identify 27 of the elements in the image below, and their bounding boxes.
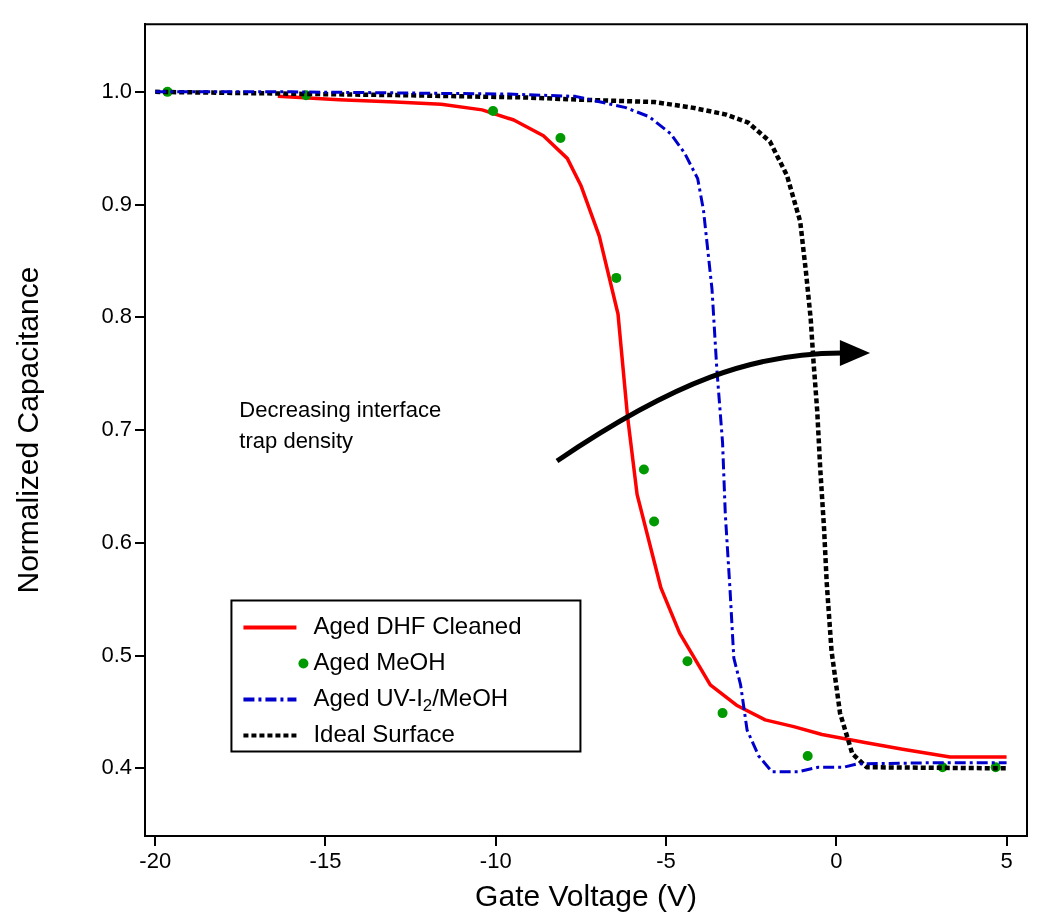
x-tick-label: 5 bbox=[1000, 848, 1013, 874]
y-tick-label: 0.8 bbox=[101, 303, 132, 329]
point bbox=[717, 708, 728, 719]
y-tick-label: 0.9 bbox=[101, 190, 132, 216]
x-tick-label: -20 bbox=[139, 848, 172, 874]
point bbox=[802, 750, 813, 761]
legend-label: Ideal Surface bbox=[313, 720, 455, 748]
legend-label: Aged MeOH bbox=[313, 648, 446, 676]
y-tick-label: 0.5 bbox=[101, 641, 132, 667]
y-axis-title: Normalized Capacitance bbox=[11, 266, 45, 594]
point bbox=[638, 464, 649, 475]
x-tick-label: 0 bbox=[830, 848, 843, 874]
point bbox=[649, 516, 660, 527]
x-tick-label: -15 bbox=[309, 848, 342, 874]
y-tick-label: 0.6 bbox=[101, 528, 132, 554]
y-tick-label: 0.4 bbox=[101, 754, 132, 780]
y-tick-label: 1.0 bbox=[101, 77, 132, 103]
x-tick-label: -10 bbox=[479, 848, 512, 874]
point bbox=[611, 272, 622, 283]
x-axis-title: Gate Voltage (V) bbox=[475, 879, 697, 913]
point bbox=[682, 656, 693, 667]
legend-label: Aged DHF Cleaned bbox=[313, 612, 522, 640]
point bbox=[488, 106, 499, 117]
annotation: Decreasing interface trap density bbox=[239, 397, 442, 454]
y-tick-label: 0.7 bbox=[101, 416, 132, 442]
point bbox=[555, 133, 566, 144]
x-tick-label: -5 bbox=[656, 848, 676, 874]
